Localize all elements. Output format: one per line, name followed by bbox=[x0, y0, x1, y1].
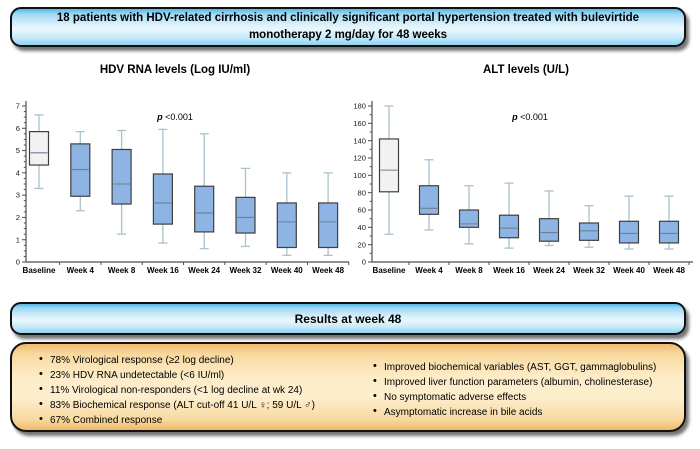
svg-text:0: 0 bbox=[362, 258, 366, 267]
list-item: 11% Virological non-responders (<1 log d… bbox=[38, 382, 373, 398]
alt-boxplot-svg: 0 20 40 60 80 100 120 140 160 180 Baseline Week 4 We… bbox=[353, 101, 693, 275]
svg-text:Week 24: Week 24 bbox=[533, 266, 565, 275]
svg-text:Week 48: Week 48 bbox=[312, 266, 344, 275]
svg-text:100: 100 bbox=[353, 171, 366, 180]
list-item: Improved liver function parameters (albu… bbox=[372, 374, 688, 390]
list-item: No symptomatic adverse effects bbox=[372, 389, 688, 405]
results-list-left: 78% Virological response (≥2 log decline… bbox=[38, 352, 373, 428]
svg-text:Week 4: Week 4 bbox=[67, 266, 95, 275]
svg-text:0: 0 bbox=[16, 258, 20, 267]
svg-text:p <0.001: p <0.001 bbox=[156, 112, 193, 122]
list-item: 67% Combined response bbox=[38, 412, 373, 428]
svg-text:6: 6 bbox=[16, 124, 20, 133]
alt-chart-title: ALT levels (U/L) bbox=[482, 64, 570, 76]
svg-text:40: 40 bbox=[358, 223, 366, 232]
svg-text:180: 180 bbox=[353, 102, 366, 111]
results-banner-title: Results at week 48 bbox=[294, 311, 402, 326]
hdv-rna-chart: HDV RNA levels (Log IU/ml) 0 1 2 3 4 5 6 7 Basel… bbox=[0, 58, 350, 293]
svg-text:Week 16: Week 16 bbox=[147, 266, 179, 275]
list-item: 23% HDV RNA undetectable (<6 IU/ml) bbox=[38, 367, 373, 383]
svg-text:80: 80 bbox=[358, 188, 366, 197]
svg-text:140: 140 bbox=[353, 136, 366, 145]
svg-text:Week 48: Week 48 bbox=[653, 266, 685, 275]
alt-chart: ALT levels (U/L) 0 20 40 60 80 100 120 140 160 18… bbox=[352, 58, 700, 293]
svg-text:20: 20 bbox=[358, 240, 366, 249]
results-list-right: Improved biochemical variables (AST, GGT… bbox=[372, 359, 688, 420]
results-box: 78% Virological response (≥2 log decline… bbox=[10, 342, 686, 432]
svg-text:Baseline: Baseline bbox=[373, 266, 406, 275]
list-item: 83% Biochemical response (ALT cut-off 41… bbox=[38, 397, 373, 413]
results-banner: Results at week 48 bbox=[10, 302, 686, 335]
svg-text:Week 32: Week 32 bbox=[230, 266, 262, 275]
svg-text:4: 4 bbox=[16, 168, 20, 177]
svg-text:60: 60 bbox=[358, 206, 366, 215]
header-banner: 18 patients with HDV-related cirrhosis a… bbox=[10, 7, 686, 47]
svg-text:7: 7 bbox=[16, 102, 20, 111]
list-item: 78% Virological response (≥2 log decline… bbox=[38, 352, 373, 368]
svg-text:Week 8: Week 8 bbox=[108, 266, 136, 275]
svg-text:2: 2 bbox=[16, 213, 20, 222]
svg-text:160: 160 bbox=[353, 119, 366, 128]
list-item: Improved biochemical variables (AST, GGT… bbox=[372, 359, 688, 375]
svg-text:5: 5 bbox=[16, 146, 20, 155]
svg-text:Week 24: Week 24 bbox=[188, 266, 220, 275]
svg-text:3: 3 bbox=[16, 191, 20, 200]
hdv-rna-boxplot-svg: 0 1 2 3 4 5 6 7 Baseline Week 4 Week 8 Week 16 Week … bbox=[16, 101, 350, 275]
svg-text:1: 1 bbox=[16, 235, 20, 244]
svg-text:Week 8: Week 8 bbox=[455, 266, 483, 275]
svg-text:Week 40: Week 40 bbox=[613, 266, 645, 275]
svg-text:Baseline: Baseline bbox=[23, 266, 56, 275]
svg-text:120: 120 bbox=[353, 154, 366, 163]
svg-text:p <0.001: p <0.001 bbox=[511, 112, 548, 122]
hdv-rna-chart-title: HDV RNA levels (Log IU/ml) bbox=[99, 64, 251, 76]
svg-text:Week 16: Week 16 bbox=[493, 266, 525, 275]
svg-text:Week 32: Week 32 bbox=[573, 266, 605, 275]
header-title: 18 patients with HDV-related cirrhosis a… bbox=[56, 12, 640, 41]
list-item: Asymptomatic increase in bile acids bbox=[372, 404, 688, 420]
svg-text:Week 4: Week 4 bbox=[415, 266, 443, 275]
svg-text:Week 40: Week 40 bbox=[271, 266, 303, 275]
